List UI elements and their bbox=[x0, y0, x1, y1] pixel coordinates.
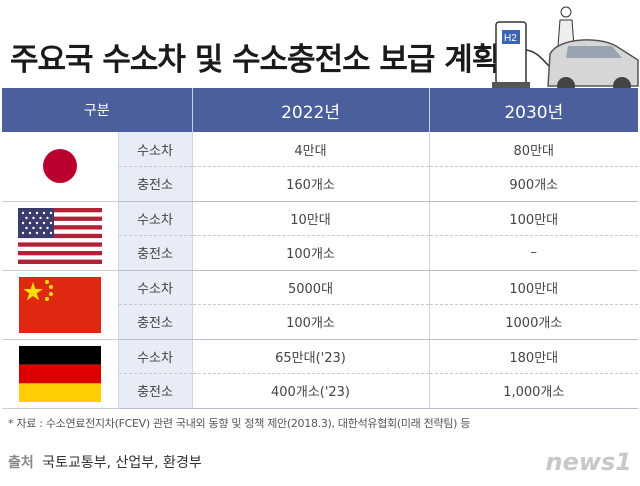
table-row: 수소차 5000대 100만대 bbox=[2, 270, 639, 340]
value-2030: 100만대 bbox=[428, 201, 639, 236]
news1-logo: news1 bbox=[545, 448, 632, 476]
row-kind: 수소차 bbox=[117, 201, 193, 236]
value-2030: 180만대 bbox=[428, 339, 639, 374]
table-header-row: 구분 2022년 2030년 bbox=[2, 88, 639, 132]
table-row: 수소차 4만대 80만대 bbox=[2, 132, 639, 202]
row-kind: 충전소 bbox=[117, 235, 193, 271]
source-note: * 자료 : 수소연료전지차(FCEV) 관련 국내외 동향 및 정책 제안(2… bbox=[8, 417, 471, 430]
germany-flag-icon bbox=[18, 345, 101, 402]
table-row: 충전소 400개소('23) 1,000개소 bbox=[2, 373, 639, 409]
table-row: 수소차 65만대('23) 180만대 bbox=[2, 339, 639, 409]
hydrogen-station-illustration: H2 bbox=[492, 6, 639, 95]
japan-flag-icon bbox=[18, 138, 101, 195]
value-2022: 65만대('23) bbox=[192, 339, 430, 374]
row-kind: 수소차 bbox=[117, 339, 193, 374]
value-2030: – bbox=[428, 235, 639, 271]
row-kind: 충전소 bbox=[117, 304, 193, 340]
value-2022: 400개소('23) bbox=[192, 373, 430, 409]
value-2022: 4만대 bbox=[192, 132, 430, 167]
h2-sign: H2 bbox=[504, 33, 517, 44]
value-2022: 160개소 bbox=[192, 166, 430, 202]
header-2022: 2022년 bbox=[191, 88, 430, 132]
credit-line: 출처 국토교통부, 산업부, 환경부 bbox=[8, 452, 202, 472]
usa-flag-cell bbox=[2, 201, 118, 271]
infographic-title: 주요국 수소차 및 수소충전소 보급 계획 bbox=[10, 42, 500, 78]
table-row: 충전소 100개소 – bbox=[2, 235, 639, 271]
value-2030: 100만대 bbox=[428, 270, 639, 305]
table-row: 수소차 10만대 100만대 bbox=[2, 201, 639, 271]
value-2030: 1,000개소 bbox=[428, 373, 639, 409]
value-2022: 100개소 bbox=[192, 235, 430, 271]
row-kind: 충전소 bbox=[117, 373, 193, 409]
table-row: 충전소 100개소 1000개소 bbox=[2, 304, 639, 340]
row-kind: 수소차 bbox=[117, 132, 193, 167]
header-2030: 2030년 bbox=[428, 88, 639, 132]
row-kind: 수소차 bbox=[117, 270, 193, 305]
value-2022: 100개소 bbox=[192, 304, 430, 340]
usa-flag-icon bbox=[17, 207, 102, 264]
header-category: 구분 bbox=[2, 88, 193, 132]
japan-flag-cell bbox=[2, 132, 118, 202]
hydrogen-plan-table: 구분 2022년 2030년 수소차 4만대 80만대 충전소 160개소 90… bbox=[2, 88, 639, 409]
row-kind: 충전소 bbox=[117, 166, 193, 202]
china-flag-icon bbox=[18, 276, 101, 333]
value-2022: 10만대 bbox=[192, 201, 430, 236]
value-2030: 900개소 bbox=[428, 166, 639, 202]
value-2030: 1000개소 bbox=[428, 304, 639, 340]
table-row: 충전소 160개소 900개소 bbox=[2, 166, 639, 202]
china-flag-cell bbox=[2, 270, 118, 340]
value-2022: 5000대 bbox=[192, 270, 430, 305]
credit-text: 국토교통부, 산업부, 환경부 bbox=[42, 455, 202, 471]
credit-label: 출처 bbox=[8, 455, 34, 471]
value-2030: 80만대 bbox=[428, 132, 639, 167]
germany-flag-cell bbox=[2, 339, 118, 409]
